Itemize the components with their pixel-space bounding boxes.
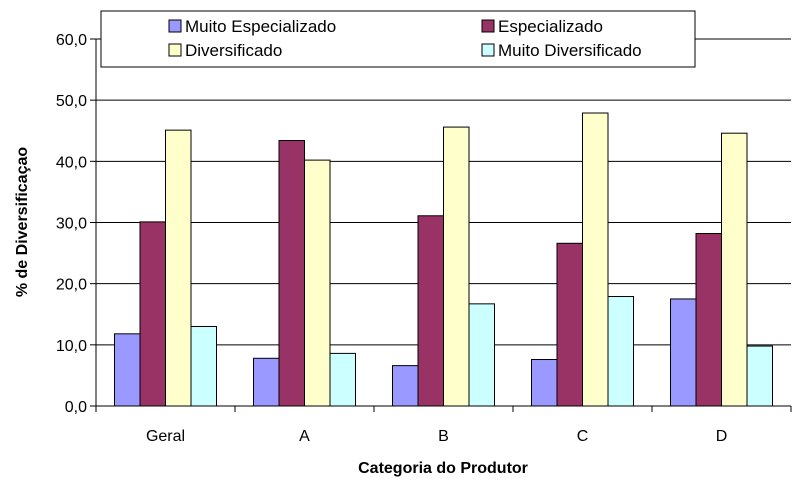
- bar: [443, 126, 470, 407]
- y-axis-title: % de Diversificaçao: [14, 147, 31, 298]
- y-tick-label: 40,0: [56, 154, 87, 171]
- bar: [392, 365, 419, 407]
- legend-swatch: [168, 19, 182, 33]
- bar: [114, 333, 141, 407]
- y-tick-label: 30,0: [56, 216, 87, 233]
- y-tick-label: 50,0: [56, 93, 87, 110]
- x-tick-label: D: [716, 428, 728, 445]
- legend-box: [100, 10, 696, 68]
- bar: [607, 296, 634, 407]
- legend: Muito Especializado Especializado Diversif…: [100, 10, 696, 68]
- bar: [670, 298, 697, 407]
- bar: [531, 359, 558, 407]
- bar: [746, 345, 773, 407]
- bar: [253, 357, 280, 407]
- x-axis-title: Categoria do Produtor: [358, 460, 528, 477]
- bar: [695, 233, 722, 407]
- legend-label: Muito Especializado: [185, 17, 336, 36]
- bar: [329, 352, 356, 407]
- bar: [278, 140, 305, 407]
- bar: [417, 215, 444, 407]
- y-tick-label: 10,0: [56, 338, 87, 355]
- bar: [468, 303, 495, 407]
- x-tick-label: B: [438, 428, 449, 445]
- y-tick-label: 60,0: [56, 32, 87, 49]
- legend-swatch: [168, 43, 182, 57]
- y-tick-label: 0,0: [65, 399, 87, 416]
- bar: [556, 242, 583, 407]
- legend-swatch: [481, 43, 495, 57]
- bar: [304, 159, 331, 407]
- bar: [165, 129, 192, 407]
- y-tick-label: 20,0: [56, 277, 87, 294]
- bars: [114, 112, 773, 407]
- legend-label: Especializado: [498, 17, 603, 36]
- legend-swatch: [481, 19, 495, 33]
- bar: [582, 112, 609, 407]
- bar: [721, 132, 748, 407]
- y-tick-labels: 0,0 10,0 20,0 30,0 40,0 50,0 60,0: [56, 32, 96, 416]
- legend-label: Muito Diversificado: [498, 41, 642, 60]
- x-tick-labels: Geral A B C D: [95, 406, 792, 445]
- bar: [139, 221, 166, 407]
- bar: [190, 325, 217, 407]
- x-tick-label: A: [299, 428, 310, 445]
- legend-label: Diversificado: [185, 41, 282, 60]
- x-tick-label: C: [577, 428, 589, 445]
- x-tick-label: Geral: [146, 428, 185, 445]
